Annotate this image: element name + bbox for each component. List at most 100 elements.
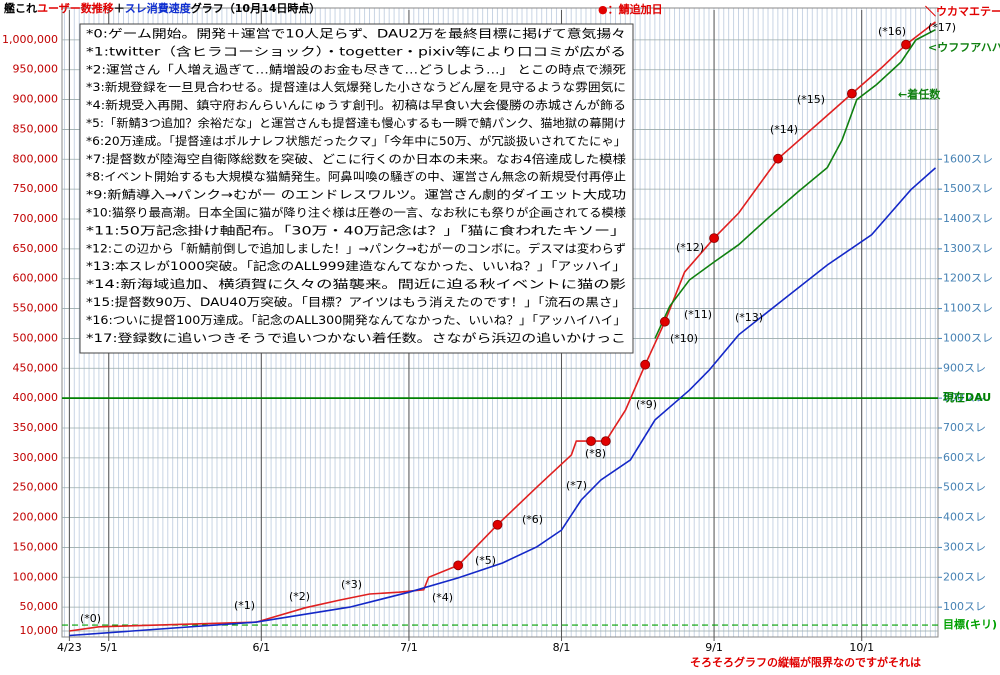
notes-frame [79, 23, 634, 354]
y2-tick-label: 900スレ [943, 361, 986, 374]
y-tick-label: 350,000 [13, 421, 59, 434]
y-tick-label: 950,000 [13, 63, 59, 76]
series-line [69, 167, 937, 637]
annotation: (*3) [341, 578, 362, 591]
marker [586, 436, 596, 447]
note-line: *2:運営さん「人増え過ぎて…鯖増設のお金も尽きて…どうしよう…」 とこの時点で… [86, 62, 627, 76]
comment: ＼ウカマエテー／ [925, 5, 1000, 18]
annotation: (*5) [475, 554, 496, 567]
y-tick-label: 500,000 [13, 331, 59, 344]
y2-tick-label: 1100スレ [943, 302, 993, 315]
marker [600, 436, 611, 447]
x-tick-label: 8/1 [553, 641, 571, 654]
y-tick-label: 150,000 [13, 540, 59, 553]
annotation: (*9) [636, 398, 657, 411]
annotation: (*17) [928, 21, 956, 34]
annotation: (*13) [735, 311, 763, 324]
x-tick-label: 6/1 [252, 641, 270, 654]
marker [901, 39, 911, 50]
y-tick-label: 900,000 [13, 93, 59, 106]
annotation: (*1) [234, 599, 255, 612]
annotation: (*16) [878, 25, 906, 38]
x-tick-label: 5/1 [100, 641, 118, 654]
marker [709, 233, 719, 244]
y2-tick-label: 1600スレ [943, 152, 993, 165]
series-line [69, 21, 936, 632]
annotation: (*2) [289, 590, 310, 603]
note-line: *4:新規受入再開、鎮守府おんらいんにゅうす創刊。初稿は早食い大会優勝の赤城さん… [86, 98, 626, 112]
annotation: (*7) [566, 479, 587, 492]
annotation: (*10) [670, 332, 698, 345]
series [69, 21, 937, 637]
annotation: (*12) [676, 241, 704, 254]
x-tick-label: 9/1 [705, 641, 723, 654]
note-line: *6:20万達成。「提督達はポルナレフ状態だったクマ」「今年中に50万、が冗談扱… [86, 134, 626, 148]
marker [640, 359, 651, 370]
note-line: *5:「新鯖3つ追加？余裕だな」と運営さんも提督達も慢心するも一瞬で鯖パンク、猫… [86, 116, 626, 130]
x-tick-label: 4/23 [57, 641, 82, 654]
y-tick-label: 50,000 [20, 600, 59, 613]
chart-title: 艦これユーザー数推移＋スレ消費速度グラフ（10月14日時点） [4, 1, 320, 15]
note-line: *17:登録数に追いつきそうで追いつかない着任数。さながら浜辺の追いかけっこ [86, 331, 626, 345]
y-tick-label: 850,000 [13, 122, 59, 135]
notes-box: *0:ゲーム開始。開発＋運営で10人足らず、DAU2万を最終目標に掲げて意気揚々… [79, 23, 634, 354]
reference-label: 現在DAU [943, 390, 991, 404]
y-tick-label: 300,000 [13, 451, 59, 464]
y2-tick-label: 1300スレ [943, 242, 993, 255]
y-tick-label: 750,000 [13, 182, 59, 195]
note-line: *0:ゲーム開始。開発＋運営で10人足らず、DAU2万を最終目標に掲げて意気揚々 [86, 27, 626, 41]
y-tick-label: 200,000 [13, 511, 59, 524]
annotation: (*0) [80, 612, 101, 625]
y2-tick-label: 1400スレ [943, 212, 993, 225]
marker [773, 153, 783, 164]
x-tick-label: 7/1 [400, 641, 418, 654]
x-tick-label: 10/1 [849, 641, 874, 654]
y2-tick-label: 100スレ [943, 600, 986, 613]
marker [659, 316, 670, 327]
note-line: *10:猫祭り最高潮。日本全国に猫が降り注ぐ様は圧巻の一言、なお秋にも祭りが企画… [86, 206, 627, 220]
y-tick-label: 800,000 [13, 152, 59, 165]
legend-label: ←着任数 [898, 87, 941, 101]
series-line [654, 28, 936, 339]
note-line: *11:50万記念掛け軸配布。「30万・40万記念は？」「猫に食われたキソー」 [86, 223, 626, 237]
note-line: *14:新海域追加、横須賀に久々の猫襲来。間近に迫る秋イベントに猫の影 [86, 277, 627, 291]
comment: <ウフフアハハ [928, 41, 1000, 54]
note-line: *7:提督数が陸海空自衛隊総数を突破、どこに行くのか日本の未来。なお4倍達成した… [86, 152, 627, 166]
annotation: (*6) [522, 513, 543, 526]
comment: そろそろグラフの縦幅が限界なのですがそれは [690, 655, 921, 669]
y2-tick-label: 600スレ [943, 451, 986, 464]
note-line: *8:イベント開始するも大規模な猫鯖発生。阿鼻叫喚の騒ぎの中、運営さん無念の新規… [86, 170, 626, 184]
annotation: (*14) [770, 123, 798, 136]
y2-tick-label: 200スレ [943, 570, 986, 583]
y-tick-label: 400,000 [13, 391, 59, 404]
y2-tick-label: 1000スレ [943, 331, 993, 344]
marker [846, 88, 857, 99]
annotation: (*8) [585, 447, 606, 460]
y-tick-label: 450,000 [13, 361, 59, 374]
reference-label: 目標(キリ) [943, 617, 997, 631]
y-tick-label: 600,000 [13, 272, 59, 285]
annotation: (*4) [432, 591, 453, 604]
y2-tick-label: 1200スレ [943, 272, 993, 285]
note-line: *15:提督数90万、DAU40万突破。「目標？アイツはもう消えたのです！」「流… [86, 295, 626, 309]
y2-tick-label: 300スレ [943, 540, 986, 553]
note-line: *9:新鯖導入→パンク→むがー のエンドレスワルツ。運営さん劇的ダイエット大成功 [86, 188, 626, 202]
annotation: (*11) [684, 308, 712, 321]
y-tick-label: 250,000 [13, 481, 59, 494]
y2-tick-label: 700スレ [943, 421, 986, 434]
note-line: *16:ついに提督100万達成。「記念のALL300開発なんてなかった、いいね？… [86, 313, 626, 327]
marker [492, 519, 503, 530]
y-tick-label: 1,000,000 [2, 33, 58, 46]
marker [453, 560, 464, 571]
y2-tick-label: 800スレ [943, 391, 986, 404]
y-tick-label: 700,000 [13, 212, 59, 225]
y-tick-label: 10,000 [20, 624, 59, 637]
y2-tick-label: 500スレ [943, 481, 986, 494]
y2-tick-label: 1500スレ [943, 182, 993, 195]
y-tick-label: 550,000 [13, 302, 59, 315]
note-line: *13:本スレが1000突破。「記念のALL999建造なんてなかった、いいね？」… [86, 259, 626, 273]
note-line: *1:twitter（含ヒラコーショック）・togetter・pixiv等により… [86, 44, 626, 58]
y-tick-label: 650,000 [13, 242, 59, 255]
